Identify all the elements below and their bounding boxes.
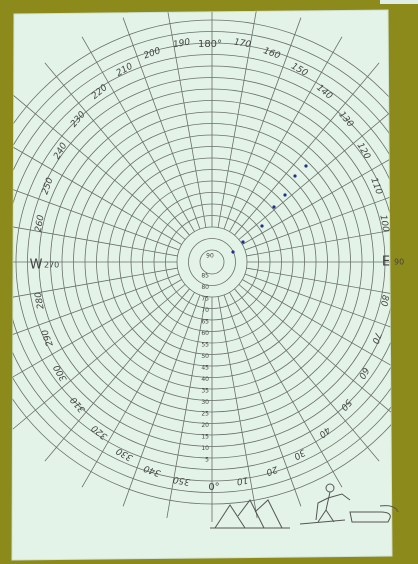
radial-label: 10 bbox=[201, 445, 209, 452]
radial-label: 45 bbox=[201, 365, 209, 372]
point bbox=[293, 174, 296, 177]
angle-label: 80 bbox=[378, 294, 390, 307]
radial-label: 40 bbox=[201, 376, 209, 383]
radial-label: 55 bbox=[201, 342, 209, 349]
page: {"compass": {"north": "180°", "south": "… bbox=[0, 0, 418, 564]
radial-label: 65 bbox=[201, 319, 209, 326]
radial-label: 5 bbox=[205, 457, 209, 464]
radial-label: 75 bbox=[201, 296, 209, 303]
radial-label: 50 bbox=[201, 353, 209, 360]
radial-label: 60 bbox=[201, 330, 209, 337]
point bbox=[283, 193, 286, 196]
compass-label: 180° bbox=[198, 39, 222, 50]
point bbox=[231, 250, 234, 253]
point bbox=[260, 224, 263, 227]
radial-label: 30 bbox=[201, 399, 209, 406]
compass-label: 0° bbox=[208, 482, 219, 493]
paper-edge bbox=[380, 0, 418, 4]
radial-label: 15 bbox=[201, 434, 209, 441]
photo: 1020304050607080100110120130140150160170… bbox=[0, 0, 418, 564]
radial-label: 35 bbox=[201, 388, 209, 395]
compass-label: E bbox=[382, 255, 390, 270]
radial-label: 85 bbox=[201, 273, 209, 280]
point bbox=[272, 205, 275, 208]
compass-label: 270 bbox=[44, 261, 59, 270]
center-label: 90 bbox=[206, 253, 214, 260]
compass-label: 90 bbox=[394, 258, 404, 267]
radial-label: 80 bbox=[201, 284, 209, 291]
radial-label: 25 bbox=[201, 411, 209, 418]
angle-label: 10 bbox=[236, 474, 249, 486]
radial-label: 70 bbox=[201, 307, 209, 314]
compass-label: W bbox=[30, 258, 43, 273]
point bbox=[241, 240, 244, 243]
point bbox=[304, 164, 307, 167]
radial-label: 20 bbox=[201, 422, 209, 429]
